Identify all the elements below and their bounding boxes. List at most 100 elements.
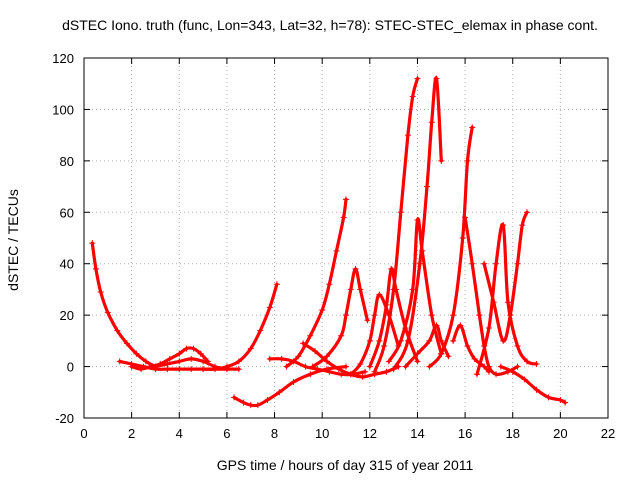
- series-arc22: [497, 363, 569, 406]
- x-tick-label: 0: [80, 426, 87, 441]
- data-point: [123, 340, 130, 347]
- data-point: [364, 317, 371, 324]
- data-point: [357, 361, 364, 367]
- y-tick-label: -20: [55, 411, 74, 426]
- data-point: [362, 368, 369, 375]
- data-point: [493, 371, 500, 378]
- data-point: [409, 93, 416, 100]
- data-point: [188, 366, 195, 373]
- data-point: [247, 345, 254, 352]
- data-point: [247, 402, 254, 409]
- data-point: [457, 322, 464, 329]
- data-point: [309, 363, 316, 370]
- x-tick-label: 2: [128, 426, 135, 441]
- data-point: [450, 337, 457, 344]
- data-point: [138, 366, 145, 373]
- series-arc21: [481, 209, 531, 344]
- series-line: [475, 222, 539, 376]
- data-point: [507, 312, 514, 319]
- plot-frame: [83, 57, 609, 419]
- data-point: [314, 366, 321, 373]
- data-point: [557, 397, 564, 403]
- data-point: [176, 350, 183, 357]
- data-point: [200, 366, 207, 373]
- data-point: [524, 209, 531, 216]
- data-point: [524, 358, 531, 365]
- data-point: [397, 209, 404, 216]
- data-point: [307, 332, 314, 339]
- data-point: [404, 132, 411, 139]
- data-point: [212, 366, 218, 373]
- data-point: [264, 397, 271, 403]
- axes: 0 2 4 6 8 10 12 14 16 18 20 22 -20 0 20 40 60 80 100 120: [52, 51, 615, 441]
- data-point: [471, 355, 478, 362]
- series-line: [130, 346, 210, 371]
- series-arc01: [89, 240, 159, 370]
- data-point: [521, 376, 528, 383]
- data-point: [476, 312, 483, 319]
- data-point: [383, 368, 390, 375]
- data-point: [347, 371, 354, 378]
- data-point: [385, 358, 392, 365]
- data-point: [371, 368, 378, 375]
- data-point: [323, 358, 330, 365]
- data-point: [428, 312, 435, 319]
- data-point: [326, 368, 333, 375]
- data-point: [240, 399, 247, 406]
- chart-title: dSTEC Iono. truth (func, Lon=343, Lat=32…: [62, 17, 598, 33]
- data-point: [474, 371, 480, 378]
- series-line: [232, 365, 348, 408]
- data-point: [390, 366, 397, 373]
- data-point: [409, 286, 416, 293]
- data-point: [416, 260, 423, 267]
- data-point: [414, 217, 421, 223]
- data-point: [235, 366, 242, 373]
- data-point: [497, 363, 504, 370]
- data-point: [426, 363, 433, 370]
- data-point: [347, 286, 354, 293]
- data-point: [485, 325, 492, 331]
- data-point: [357, 286, 364, 293]
- data-point: [128, 363, 135, 370]
- series-arc05: [200, 281, 280, 373]
- data-point: [338, 371, 345, 378]
- data-point: [116, 358, 123, 365]
- data-point: [254, 402, 261, 409]
- data-point: [343, 312, 349, 319]
- data-point: [176, 358, 183, 365]
- x-tick-label: 4: [176, 426, 183, 441]
- y-tick-label: 120: [52, 51, 74, 66]
- data-point: [190, 345, 197, 352]
- data-point: [500, 337, 507, 344]
- data-point: [519, 222, 526, 229]
- data-point: [433, 75, 440, 82]
- y-tick-label: 80: [60, 154, 74, 169]
- series-line: [90, 241, 158, 369]
- data-point: [500, 222, 507, 229]
- data-point: [464, 157, 471, 164]
- data-point: [352, 265, 359, 272]
- data-point: [197, 350, 204, 357]
- data-point: [273, 281, 280, 288]
- data-point: [438, 157, 445, 164]
- x-tick-label: 16: [458, 426, 472, 441]
- data-point: [469, 260, 476, 267]
- data-point: [533, 361, 540, 367]
- data-point: [438, 337, 445, 344]
- data-point: [92, 265, 99, 272]
- series-arc16: [402, 322, 452, 370]
- data-point: [514, 343, 521, 349]
- x-tick-label: 18: [505, 426, 519, 441]
- series-arc11: [347, 291, 402, 378]
- series-arc20: [474, 222, 540, 378]
- data-point: [485, 363, 492, 370]
- data-point: [104, 309, 111, 316]
- x-axis-label: GPS time / hours of day 315 of year 2011: [217, 457, 474, 473]
- data-point: [359, 373, 366, 380]
- data-point: [388, 265, 395, 272]
- grid: [84, 58, 608, 418]
- x-tick-label: 22: [601, 426, 615, 441]
- data-point: [402, 363, 409, 370]
- data-point: [414, 350, 421, 357]
- x-tick-label: 12: [363, 426, 377, 441]
